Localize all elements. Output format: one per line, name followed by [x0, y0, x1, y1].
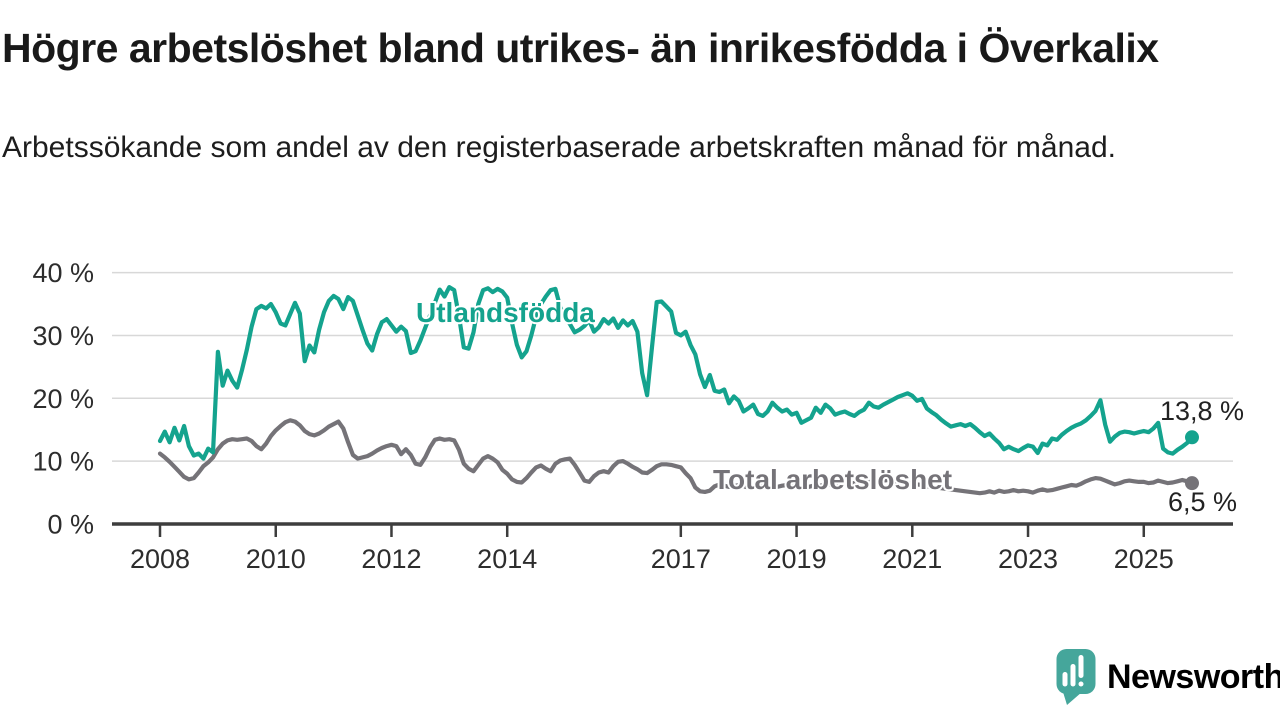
y-axis-tick-label: 0 % [47, 510, 94, 540]
x-axis-tick-label: 2012 [361, 544, 421, 574]
y-axis-tick-label: 40 % [32, 258, 94, 288]
x-axis-tick-label: 2017 [651, 544, 711, 574]
end-value-label-utlandsfodda: 13,8 % [1160, 396, 1244, 426]
x-axis-tick-label: 2010 [246, 544, 306, 574]
x-axis-tick-label: 2008 [130, 544, 190, 574]
page-title: Högre arbetslöshet bland utrikes- än inr… [2, 25, 1159, 71]
series-line-utlandsfodda [157, 285, 1195, 461]
page-subtitle: Arbetssökande som andel av den registerb… [2, 131, 1116, 164]
end-value-label-total-arbetsloshet: 6,5 % [1168, 487, 1237, 517]
x-axis-tick-label: 2025 [1114, 544, 1174, 574]
y-axis-tick-label: 10 % [32, 447, 94, 477]
series-line-total-arbetsloshet [157, 418, 1195, 496]
series-end-dot [1184, 430, 1199, 445]
series-end-dot [1184, 476, 1199, 491]
y-axis-tick-label: 30 % [32, 321, 94, 351]
newsworthy-logo-text: Newsworthy [1107, 657, 1280, 696]
x-axis-tick-label: 2019 [767, 544, 827, 574]
x-axis-tick-label: 2023 [998, 544, 1058, 574]
x-axis-tick-label: 2014 [477, 544, 537, 574]
chart-plot-area: 0 % 10 % 20 % 30 % 40 % 2008 2010 2012 2014 2017 2… [32, 258, 1233, 574]
series-label-total-arbetsloshet: Total arbetslöshet [713, 464, 952, 495]
y-axis-tick-label: 20 % [32, 384, 94, 414]
newsworthy-logo: Newsworthy [1056, 648, 1280, 706]
series-label-utlandsfodda: Utlandsfödda [416, 297, 595, 328]
newsworthy-logo-icon [1056, 649, 1096, 705]
x-axis-tick-label: 2021 [882, 544, 942, 574]
